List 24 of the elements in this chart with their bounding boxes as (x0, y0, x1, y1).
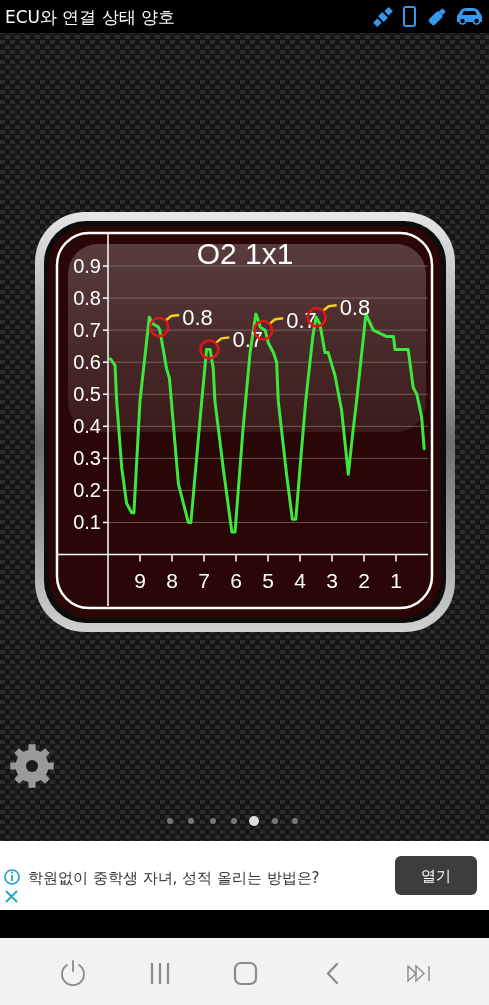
annotation: 0.8 (182, 304, 213, 330)
y-tick-label: 0.3 (73, 447, 101, 470)
y-tick-label: 0.1 (73, 511, 101, 534)
y-tick-label: 0.2 (73, 479, 101, 502)
y-tick-label: 0.6 (73, 351, 101, 374)
annotation: 0.8 (339, 295, 371, 321)
x-tick-label: 8 (166, 569, 178, 592)
y-tick-label: 0.4 (73, 415, 101, 438)
chart-title: O2 1x1 (196, 237, 294, 270)
y-tick-label: 0.5 (73, 383, 101, 406)
x-tick-label: 1 (390, 569, 402, 592)
x-tick-label: 2 (358, 569, 370, 592)
x-tick-label: 7 (198, 569, 210, 592)
text: ECU와 연결 상태 양호 (5, 7, 176, 27)
y-tick-label: 0.8 (73, 287, 101, 310)
x-tick-label: 5 (262, 569, 274, 592)
x-tick-label: 3 (326, 569, 338, 592)
text: 열기 (421, 867, 451, 885)
y-tick-label: 0.7 (73, 319, 101, 342)
x-tick-label: 6 (230, 569, 242, 592)
y-tick-label: 0.9 (73, 255, 101, 278)
x-tick-label: 4 (294, 569, 307, 592)
text: 학원없이 중학생 자녀, 성적 올리는 방법은? (28, 869, 320, 887)
x-tick-label: 9 (134, 569, 146, 592)
